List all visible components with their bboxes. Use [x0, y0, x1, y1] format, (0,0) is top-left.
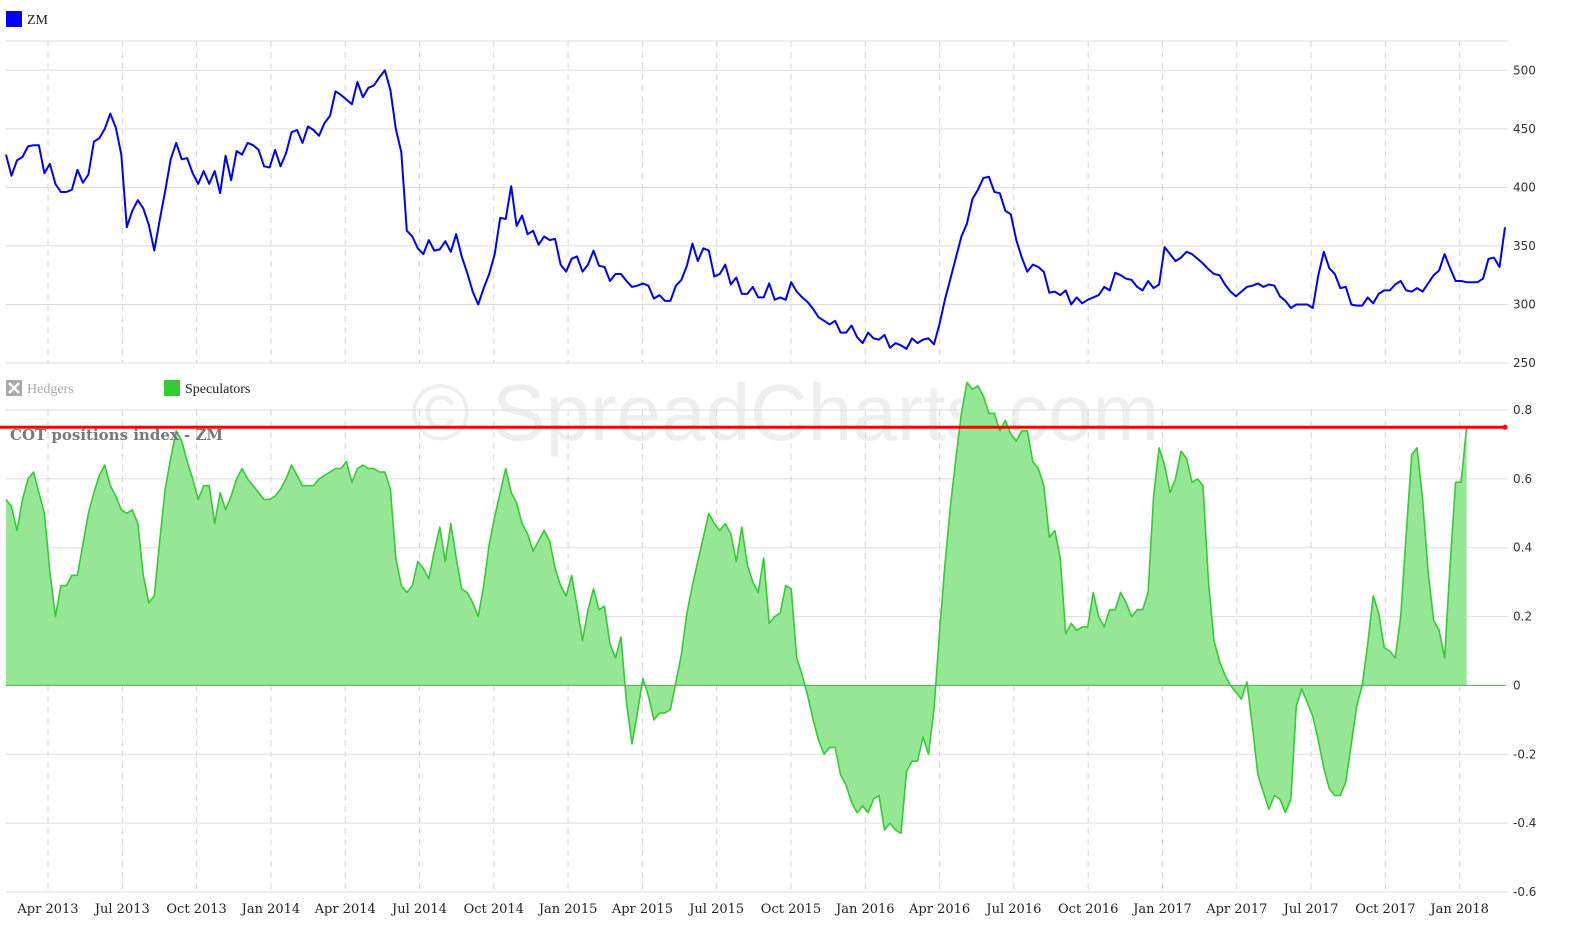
- x-tick-label: Oct 2014: [464, 902, 524, 917]
- x-tick-label: Oct 2016: [1058, 902, 1118, 917]
- legend-swatch-zm: [6, 11, 22, 27]
- price-legend[interactable]: ZM: [6, 11, 49, 28]
- price-y-tick-label: 450: [1513, 122, 1536, 136]
- cot-legend: Hedgers Speculators: [6, 380, 250, 397]
- x-tick-label: Oct 2013: [166, 902, 226, 917]
- x-tick-label: Jul 2013: [93, 902, 150, 917]
- x-tick-label: Jul 2016: [984, 902, 1041, 917]
- cot-y-tick-label: -0.2: [1513, 747, 1536, 761]
- x-tick-label: Apr 2015: [611, 902, 673, 917]
- cot-y-tick-label: -0.6: [1513, 885, 1536, 899]
- speculators-area-fill: [6, 382, 1467, 834]
- cot-y-tick-label: 0.6: [1513, 472, 1532, 486]
- zm-price-line: [5, 69, 1506, 350]
- price-panel: 250 300 350 400 450 500: [5, 40, 1536, 370]
- cot-chart-title: COT positions index - ZM: [10, 426, 223, 444]
- x-tick-label: Jan 2017: [1131, 902, 1192, 917]
- threshold-end-marker: [1502, 424, 1508, 430]
- legend-item-hedgers[interactable]: Hedgers: [6, 380, 74, 397]
- hidden-series-x-icon: [8, 382, 20, 394]
- cot-y-tick-label: -0.4: [1513, 816, 1536, 830]
- watermark: © SpreadCharts.com: [411, 368, 1159, 457]
- legend-label-zm: ZM: [27, 13, 49, 28]
- price-y-tick-label: 500: [1513, 63, 1536, 77]
- legend-label-hedgers: Hedgers: [27, 382, 74, 397]
- cot-panel: -0.6 -0.4 -0.2 0 0.2 0.4 0.6 0.8: [0, 381, 1536, 899]
- cot-y-tick-label: 0: [1513, 678, 1521, 692]
- price-y-tick-label: 350: [1513, 239, 1536, 253]
- x-axis: Apr 2013 Jul 2013 Oct 2013 Jan 2014 Apr 2014…: [16, 902, 1489, 917]
- price-y-tick-label: 250: [1513, 356, 1536, 370]
- speculators-line: [5, 381, 1468, 835]
- x-tick-label: Oct 2017: [1355, 902, 1415, 917]
- legend-swatch-speculators: [164, 380, 180, 396]
- legend-label-speculators: Speculators: [185, 382, 250, 397]
- price-y-tick-label: 300: [1513, 297, 1536, 311]
- x-tick-label: Jul 2015: [687, 902, 744, 917]
- x-tick-label: Jan 2016: [834, 902, 895, 917]
- x-tick-label: Apr 2014: [314, 902, 376, 917]
- x-tick-label: Jan 2018: [1428, 902, 1489, 917]
- x-tick-label: Jan 2014: [240, 902, 301, 917]
- x-tick-label: Jan 2015: [537, 902, 598, 917]
- price-y-tick-label: 400: [1513, 180, 1536, 194]
- cot-y-tick-label: 0.2: [1513, 610, 1532, 624]
- legend-item-speculators[interactable]: Speculators: [164, 380, 250, 397]
- x-tick-label: Apr 2013: [16, 902, 78, 917]
- x-tick-label: Jul 2014: [390, 902, 447, 917]
- x-tick-label: Apr 2017: [1205, 902, 1267, 917]
- x-tick-label: Oct 2015: [761, 902, 821, 917]
- cot-y-tick-label: 0.4: [1513, 541, 1532, 555]
- x-tick-label: Jul 2017: [1282, 902, 1339, 917]
- x-tick-label: Apr 2016: [908, 902, 970, 917]
- cot-y-tick-label: 0.8: [1513, 403, 1532, 417]
